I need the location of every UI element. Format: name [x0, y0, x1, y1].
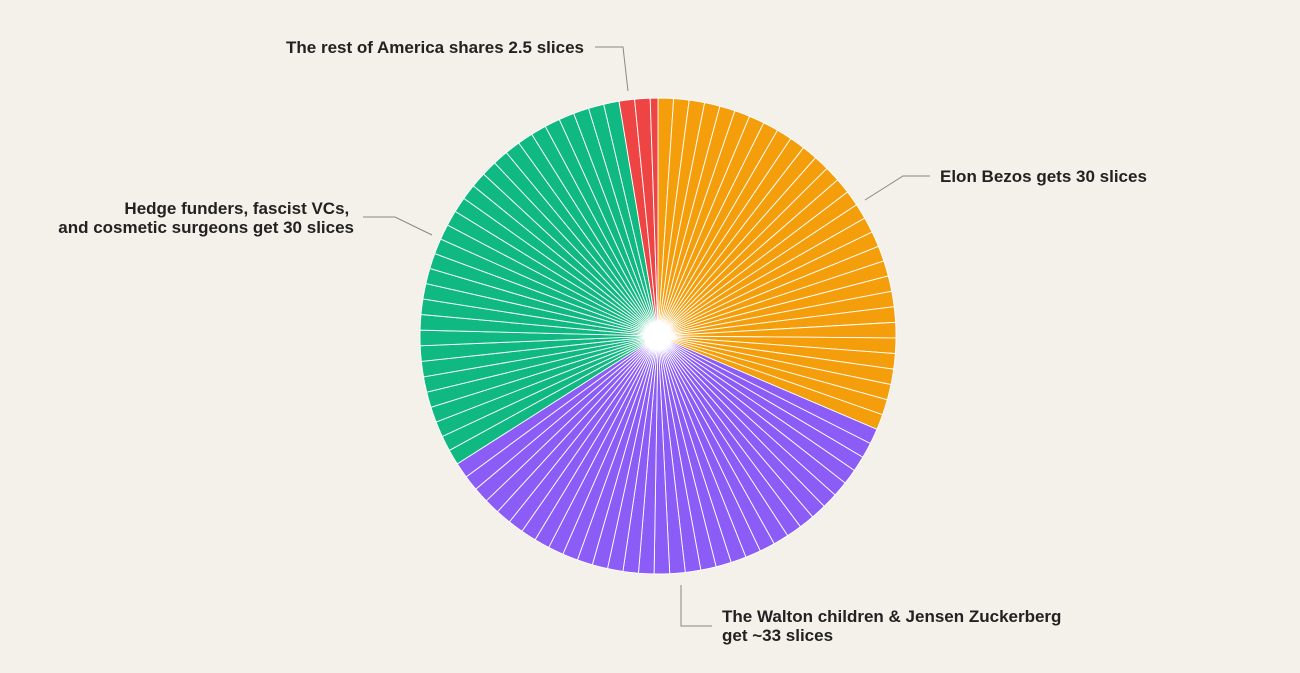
- callout-hedge-funders: Hedge funders, fascist VCs, and cosmetic…: [58, 199, 354, 237]
- pie-slice-the-rest-of-america-3: [649, 97, 659, 337]
- callout-rest-of-america: The rest of America shares 2.5 slices: [286, 38, 584, 57]
- leader-line-elon-bezos: [864, 175, 930, 201]
- callout-hedge-funders-line-2: and cosmetic surgeons get 30 slices: [58, 218, 354, 237]
- pie-group-elon-bezos: [657, 97, 897, 430]
- pie-group-the-walton-children-jensen-zuckerberg: [456, 335, 878, 575]
- pie-group-hedge-funders-fascist-vcs-and-cosmetic-surgeons: [419, 100, 659, 465]
- callout-elon-bezos-line-1: Elon Bezos gets 30 slices: [940, 167, 1147, 186]
- callout-walton-zuckerberg-line-2: get ~33 slices: [722, 626, 833, 645]
- callout-rest-of-america-line-1: The rest of America shares 2.5 slices: [286, 38, 584, 57]
- leader-line-hedge-funders: [363, 216, 433, 236]
- leader-line-walton-zuckerberg: [680, 585, 712, 627]
- callout-leader-lines: [363, 46, 930, 627]
- pie-slices: [419, 97, 897, 575]
- callout-hedge-funders-line-1: Hedge funders, fascist VCs,: [124, 199, 349, 218]
- callout-walton-zuckerberg: The Walton children & Jensen Zuckerberg …: [722, 607, 1066, 645]
- leader-line-rest-of-america: [595, 46, 629, 92]
- callout-elon-bezos: Elon Bezos gets 30 slices: [940, 167, 1147, 186]
- callout-walton-zuckerberg-line-1: The Walton children & Jensen Zuckerberg: [722, 607, 1061, 626]
- callout-labels: Elon Bezos gets 30 slices The Walton chi…: [58, 38, 1147, 645]
- pie-group-the-rest-of-america: [618, 97, 659, 337]
